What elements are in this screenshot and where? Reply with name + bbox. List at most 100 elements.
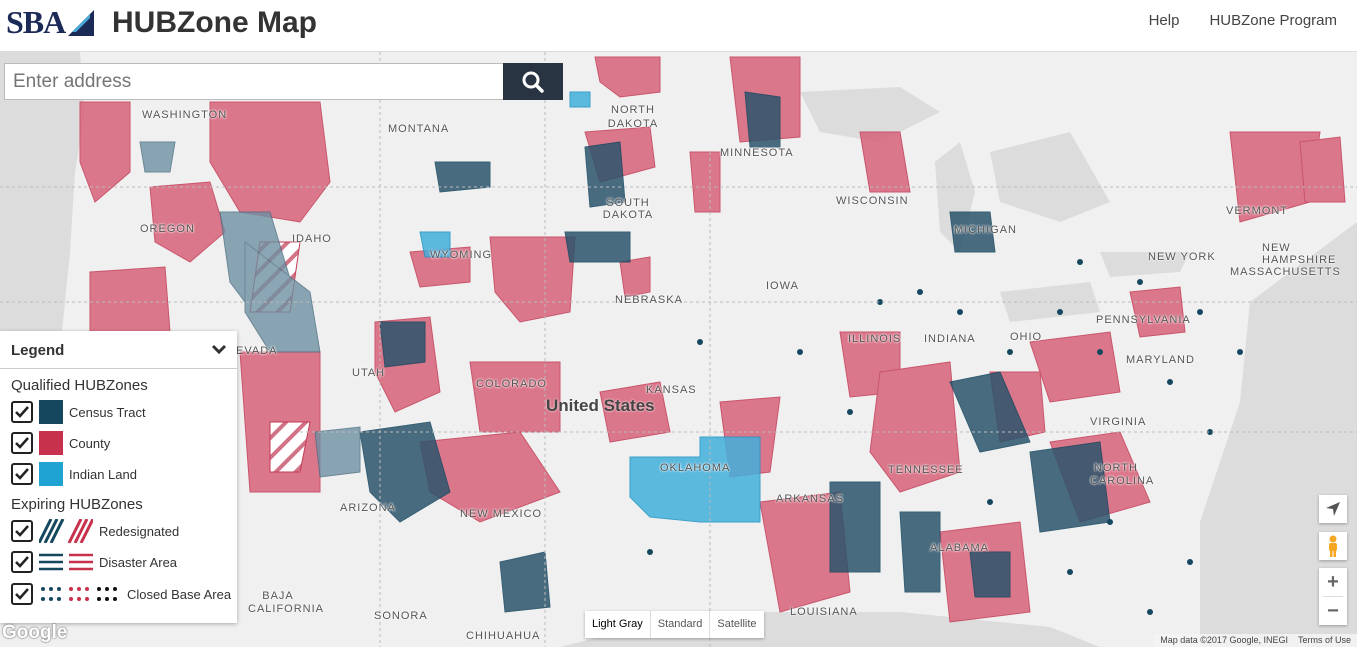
map-label-iowa: IOWA	[766, 280, 799, 292]
legend-panel: Legend Qualified HUBZones Census Tract C…	[0, 331, 237, 623]
chevron-down-icon[interactable]	[211, 343, 227, 355]
my-location-button[interactable]	[1319, 495, 1347, 523]
indian-land-swatch	[39, 462, 63, 486]
map-label-new-hampshire: NEW HAMPSHIRE	[1262, 242, 1337, 266]
sba-logo[interactable]: SBA	[6, 4, 94, 40]
closed-base-area-pattern-icon	[41, 587, 117, 601]
street-view-pegman[interactable]	[1319, 532, 1347, 560]
indian-land-label: Indian Land	[69, 466, 137, 482]
map-label-maryland: MARYLAND	[1126, 354, 1195, 366]
map-label-kansas: KANSAS	[646, 384, 697, 396]
legend-row-disaster-area: Disaster Area	[11, 550, 177, 574]
zoom-in-button[interactable]: +	[1327, 570, 1339, 593]
census-tract-checkbox[interactable]	[11, 401, 33, 423]
map-label-vermont: VERMONT	[1226, 205, 1288, 217]
map-label-chihuahua: CHIHUAHUA	[466, 630, 541, 642]
checkmark-icon	[15, 588, 29, 600]
map-label-colorado: COLORADO	[476, 378, 547, 390]
map-label-utah: UTAH	[352, 367, 386, 379]
map-label-north-carolina: NORTH CAROLINA	[1090, 462, 1155, 487]
indian-land-checkbox[interactable]	[11, 463, 33, 485]
legend-title: Legend	[11, 342, 65, 359]
zoom-control: + −	[1319, 568, 1347, 625]
map-attribution: Map data ©2017 Google, INEGI Terms of Us…	[1154, 634, 1357, 647]
map-label-tennessee: TENNESSEE	[888, 464, 964, 476]
map-type-light-gray[interactable]: Light Gray	[585, 611, 651, 638]
page-title: HUBZone Map	[112, 6, 317, 39]
map-label-baja-california: BAJA CALIFORNIA	[248, 590, 325, 615]
map-type-standard[interactable]: Standard	[651, 611, 711, 638]
map-label-michigan: MICHIGAN	[954, 224, 1017, 236]
closed-base-area-checkbox[interactable]	[11, 583, 33, 605]
search-button[interactable]	[503, 63, 563, 100]
address-search-input[interactable]	[5, 64, 503, 99]
census-tract-label: Census Tract	[69, 404, 146, 420]
map-label-alabama: ALABAMA	[930, 542, 989, 554]
map-label-country: United States	[546, 396, 655, 415]
map-label-louisiana: LOUISIANA	[790, 606, 858, 618]
address-search	[4, 63, 504, 100]
map-label-montana: MONTANA	[388, 123, 450, 135]
map-label-indiana: INDIANA	[924, 333, 976, 345]
map-label-arizona: ARIZONA	[340, 502, 396, 514]
google-logo[interactable]: Google	[2, 622, 68, 643]
disaster-area-checkbox[interactable]	[11, 551, 33, 573]
map-data-credit: Map data ©2017 Google, INEGI	[1160, 635, 1288, 645]
map-type-control: Light Gray Standard Satellite	[585, 611, 764, 638]
legend-row-county: County	[11, 431, 110, 455]
terms-of-use-link[interactable]: Terms of Use	[1297, 635, 1351, 645]
legend-row-indian-land: Indian Land	[11, 462, 137, 486]
county-checkbox[interactable]	[11, 432, 33, 454]
expiring-section-title: Expiring HUBZones	[11, 496, 143, 513]
map-label-wisconsin: WISCONSIN	[836, 195, 909, 207]
nav-help-link[interactable]: Help	[1148, 12, 1180, 29]
disaster-area-label: Disaster Area	[99, 554, 178, 570]
map-label-new-mexico: NEW MEXICO	[460, 508, 543, 520]
map-label-arkansas: ARKANSAS	[776, 493, 844, 505]
map-label-oklahoma: OKLAHOMA	[660, 462, 731, 474]
checkmark-icon	[15, 525, 29, 537]
map-label-idaho: IDAHO	[292, 233, 332, 245]
map-label-sonora: SONORA	[374, 610, 428, 622]
map-label-nevada: EVADA	[236, 345, 278, 357]
sba-flag-icon	[68, 10, 94, 36]
map-label-ohio: OHIO	[1010, 331, 1043, 343]
zoom-out-button[interactable]: −	[1327, 599, 1339, 622]
pegman-icon	[1329, 535, 1337, 557]
redesignated-checkbox[interactable]	[11, 520, 33, 542]
map-label-nebraska: NEBRASKA	[615, 294, 683, 306]
checkmark-icon	[15, 468, 29, 480]
closed-base-area-label: Closed Base Area	[127, 586, 232, 602]
sba-logo-text: SBA	[6, 4, 66, 40]
map-label-wyoming: WYOMING	[430, 249, 492, 261]
qualified-section-title: Qualified HUBZones	[11, 377, 148, 394]
redesignated-pattern-icon	[39, 519, 93, 543]
legend-header[interactable]: Legend	[0, 331, 237, 369]
zoom-divider	[1323, 596, 1343, 597]
legend-row-redesignated: Redesignated	[11, 519, 179, 543]
map-label-virginia: VIRGINIA	[1090, 416, 1147, 428]
legend-row-closed-base-area: Closed Base Area	[11, 582, 231, 606]
census-tract-swatch	[39, 400, 63, 424]
map-label-south-dakota: SOUTH DAKOTA	[602, 197, 654, 221]
map-label-pennsylvania: PENNSYLVANIA	[1096, 314, 1191, 326]
map-label-north-dakota: NORTH DAKOTA	[607, 104, 659, 130]
disaster-area-pattern-icon	[39, 553, 93, 571]
checkmark-icon	[15, 406, 29, 418]
nav-hubzone-program-link[interactable]: HUBZone Program	[1209, 12, 1337, 29]
map-type-satellite[interactable]: Satellite	[717, 618, 757, 630]
map-label-oregon: OREGON	[140, 223, 195, 235]
map-label-minnesota: MINNESOTA	[720, 147, 794, 159]
map-label-washington: WASHINGTON	[142, 109, 228, 121]
app-header: SBA HUBZone Map Help HUBZone Program	[0, 0, 1357, 52]
map-label-new-york: NEW YORK	[1148, 251, 1216, 263]
legend-row-census-tract: Census Tract	[11, 400, 146, 424]
map-label-massachusetts: MASSACHUSETTS	[1230, 266, 1341, 278]
top-nav: Help HUBZone Program	[1149, 12, 1337, 29]
county-swatch	[39, 431, 63, 455]
search-icon	[522, 71, 544, 93]
checkmark-icon	[15, 437, 29, 449]
redesignated-label: Redesignated	[99, 523, 180, 539]
map-label-illinois: ILLINOIS	[848, 333, 902, 345]
location-arrow-icon	[1326, 502, 1340, 516]
